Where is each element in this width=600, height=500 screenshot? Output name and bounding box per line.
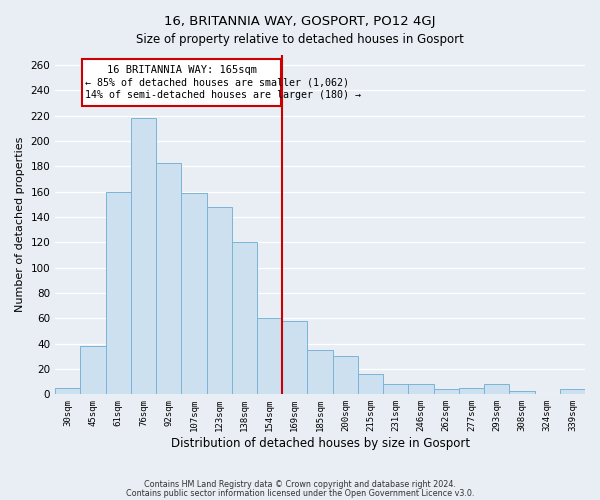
Bar bbox=[560, 390, 585, 394]
Bar bbox=[82, 59, 281, 106]
Bar bbox=[383, 384, 409, 394]
Text: ← 85% of detached houses are smaller (1,062): ← 85% of detached houses are smaller (1,… bbox=[85, 78, 349, 88]
Bar bbox=[156, 162, 181, 394]
X-axis label: Distribution of detached houses by size in Gosport: Distribution of detached houses by size … bbox=[170, 437, 470, 450]
Bar bbox=[131, 118, 156, 394]
Text: 14% of semi-detached houses are larger (180) →: 14% of semi-detached houses are larger (… bbox=[85, 90, 361, 101]
Y-axis label: Number of detached properties: Number of detached properties bbox=[15, 137, 25, 312]
Bar bbox=[358, 374, 383, 394]
Text: 16, BRITANNIA WAY, GOSPORT, PO12 4GJ: 16, BRITANNIA WAY, GOSPORT, PO12 4GJ bbox=[164, 15, 436, 28]
Bar bbox=[332, 356, 358, 395]
Bar bbox=[509, 390, 535, 394]
Bar bbox=[307, 350, 332, 395]
Bar bbox=[80, 346, 106, 395]
Bar bbox=[282, 321, 307, 394]
Bar bbox=[484, 384, 509, 394]
Bar bbox=[409, 384, 434, 394]
Text: Contains public sector information licensed under the Open Government Licence v3: Contains public sector information licen… bbox=[126, 490, 474, 498]
Text: Size of property relative to detached houses in Gosport: Size of property relative to detached ho… bbox=[136, 32, 464, 46]
Bar bbox=[232, 242, 257, 394]
Bar bbox=[106, 192, 131, 394]
Bar bbox=[181, 193, 206, 394]
Bar bbox=[434, 390, 459, 394]
Bar bbox=[206, 207, 232, 394]
Bar bbox=[55, 388, 80, 394]
Text: Contains HM Land Registry data © Crown copyright and database right 2024.: Contains HM Land Registry data © Crown c… bbox=[144, 480, 456, 489]
Text: 16 BRITANNIA WAY: 165sqm: 16 BRITANNIA WAY: 165sqm bbox=[107, 65, 257, 75]
Bar bbox=[459, 388, 484, 394]
Bar bbox=[257, 318, 282, 394]
